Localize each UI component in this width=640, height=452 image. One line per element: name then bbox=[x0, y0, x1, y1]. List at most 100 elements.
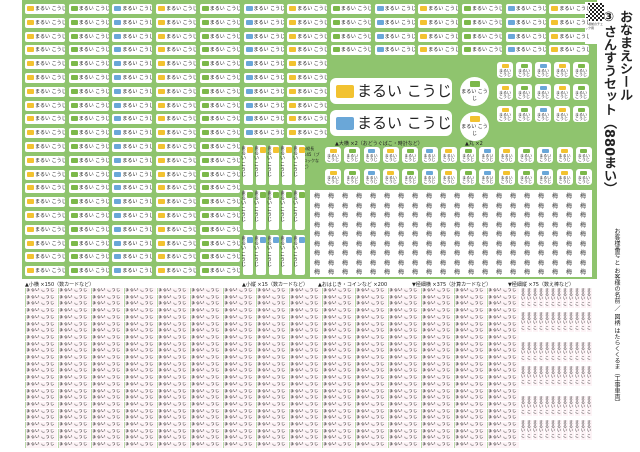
sticker-text: まるい こうじ bbox=[558, 175, 571, 184]
small-name-sticker: まるい こうじ bbox=[25, 17, 65, 28]
small-name-sticker: まるい こうじ bbox=[243, 4, 284, 14]
ohajiki-square-sticker: まるい こうじ bbox=[537, 169, 554, 185]
tiny-sticker: 梅 bbox=[580, 220, 586, 229]
mini-name-sticker: まるい こうじ bbox=[487, 401, 519, 408]
mini-name-sticker: まるい こうじ bbox=[289, 321, 321, 328]
sticker-text: 梅 bbox=[482, 259, 489, 267]
mini-name-sticker: まるい こうじ bbox=[91, 348, 123, 355]
ohajiki-square-sticker: まるい こうじ bbox=[402, 147, 419, 163]
sticker-text: まるい こうじ bbox=[521, 396, 526, 414]
sticker-text: まるい こうじ bbox=[533, 342, 538, 360]
sticker-text: まるい こうじ bbox=[224, 442, 253, 448]
mini-name-sticker: まるい こうじ bbox=[289, 314, 321, 321]
tiny-sticker: 梅 bbox=[496, 220, 502, 229]
small-name-sticker: まるい こうじ bbox=[418, 17, 459, 28]
sticker-text: まるい こうじ bbox=[26, 301, 55, 307]
excavator-icon bbox=[387, 149, 395, 153]
extra-thin-vertical-sticker: まるい こうじ bbox=[521, 312, 526, 332]
small-name-sticker: まるい こうじ bbox=[112, 252, 153, 263]
bulldozer-icon bbox=[70, 254, 78, 260]
sticker-text: 梅 bbox=[440, 269, 447, 276]
sticker-text: 梅 bbox=[314, 269, 321, 276]
sticker-text: 梅 bbox=[496, 221, 503, 229]
sticker-text: まるい こうじ bbox=[191, 408, 220, 414]
sticker-text: まるい こうじ bbox=[455, 294, 484, 300]
mini-name-sticker: まるい こうじ bbox=[355, 401, 387, 408]
mini-name-sticker: まるい こうじ bbox=[91, 388, 123, 395]
tiny-sticker: 梅 bbox=[314, 229, 320, 238]
sticker-text: まるい こうじ bbox=[26, 348, 55, 354]
sticker-text: 梅 bbox=[314, 259, 321, 267]
small-name-sticker: まるい こうじ bbox=[287, 73, 328, 83]
sticker-text: まるい こうじ bbox=[557, 396, 562, 414]
mini-name-sticker: まるい こうじ bbox=[355, 442, 387, 449]
tiny-sticker: 梅 bbox=[342, 201, 348, 210]
sticker-text: まるい こうじ bbox=[422, 288, 451, 293]
tiny-sticker: 梅 bbox=[328, 201, 334, 210]
sticker-text: まるい こうじ bbox=[59, 388, 88, 394]
sticker-text: まるい こうじ bbox=[563, 396, 568, 414]
sticker-text: まるい こうじ bbox=[209, 254, 240, 261]
sticker-text: まるい こうじ bbox=[581, 342, 586, 360]
bulldozer-icon bbox=[332, 33, 340, 39]
sticker-text: まるい こうじ bbox=[587, 288, 592, 306]
sticker-text: 梅 bbox=[398, 221, 405, 229]
sticker-text: まるい こうじ bbox=[323, 314, 352, 320]
small-name-sticker: まるい こうじ bbox=[25, 266, 65, 277]
sticker-text: まるい こうじ bbox=[488, 422, 517, 427]
mini-name-sticker: まるい こうじ bbox=[223, 288, 255, 294]
mini-name-sticker: まるい こうじ bbox=[421, 368, 453, 375]
mixer-truck-icon bbox=[114, 171, 122, 177]
sticker-text: 梅 bbox=[454, 269, 461, 276]
sticker-text: まるい こうじ bbox=[122, 61, 153, 68]
sticker-text: まるい こうじ bbox=[166, 226, 197, 233]
excavator-icon bbox=[158, 157, 166, 163]
excavator-icon bbox=[289, 116, 297, 122]
vertical-name-sticker: まるい こうじ bbox=[266, 190, 279, 230]
sticker-text: まるい こうじ bbox=[257, 395, 286, 401]
mini-name-sticker: まるい こうじ bbox=[190, 288, 222, 294]
extra-thin-vertical-sticker: まるい こうじ bbox=[563, 342, 568, 362]
bulldozer-icon bbox=[201, 6, 209, 11]
sticker-text: まるい こうじ bbox=[59, 328, 88, 334]
excavator-icon bbox=[289, 102, 297, 108]
mini-name-sticker: まるい こうじ bbox=[256, 341, 288, 348]
small-name-sticker: まるい こうじ bbox=[112, 155, 153, 166]
tiny-sticker: 梅 bbox=[580, 248, 586, 257]
vertical-name-sticker: まるい こうじ bbox=[279, 190, 292, 230]
sticker-text: まるい こうじ bbox=[357, 114, 452, 132]
bulldozer-icon bbox=[201, 240, 209, 246]
extra-thin-vertical-sticker: まるい こうじ bbox=[575, 420, 580, 440]
sticker-text: 梅 bbox=[538, 259, 545, 267]
sticker-text: まるい こうじ bbox=[191, 308, 220, 314]
extra-thin-vertical-sticker: まるい こうじ bbox=[545, 312, 550, 332]
mini-name-sticker: まるい こうじ bbox=[454, 401, 486, 408]
sticker-text: まるい こうじ bbox=[455, 428, 484, 434]
mini-name-sticker: まるい こうじ bbox=[355, 328, 387, 335]
mini-name-sticker: まるい こうじ bbox=[322, 308, 354, 315]
small-name-sticker: まるい こうじ bbox=[287, 114, 328, 125]
sticker-text: まるい こうじ bbox=[78, 144, 109, 150]
mini-name-sticker: まるい こうじ bbox=[289, 388, 321, 395]
ohajiki-square-sticker: まるい こうじ bbox=[460, 147, 477, 163]
mini-name-sticker: まるい こうじ bbox=[289, 355, 321, 361]
sticker-text: まるい こうじ bbox=[191, 395, 220, 401]
bulldozer-icon bbox=[201, 185, 209, 191]
sticker-text: まるい こうじ bbox=[125, 428, 154, 434]
sticker-text: まるい こうじ bbox=[224, 415, 253, 421]
tiny-sticker: 梅 bbox=[538, 201, 544, 210]
mini-name-sticker: まるい こうじ bbox=[454, 294, 486, 301]
sticker-text: 梅 bbox=[552, 221, 559, 229]
mixer-truck-icon bbox=[114, 254, 122, 260]
mini-name-sticker: まるい こうじ bbox=[25, 301, 57, 308]
tiny-sticker: 梅 bbox=[440, 248, 446, 257]
ohajiki-square-sticker: まるい こうじ bbox=[460, 169, 477, 185]
small-name-sticker: まるい こうじ bbox=[505, 17, 546, 28]
sticker-text: まるい こうじ bbox=[323, 355, 352, 360]
small-name-sticker: まるい こうじ bbox=[287, 128, 328, 139]
sticker-text: まるい こうじ bbox=[158, 375, 187, 381]
mini-name-sticker: まるい こうじ bbox=[289, 408, 321, 415]
mini-name-sticker: まるい こうじ bbox=[124, 355, 156, 361]
sticker-text: まるい こうじ bbox=[35, 88, 65, 95]
vertical-name-sticker: まるい こうじ bbox=[266, 145, 279, 185]
